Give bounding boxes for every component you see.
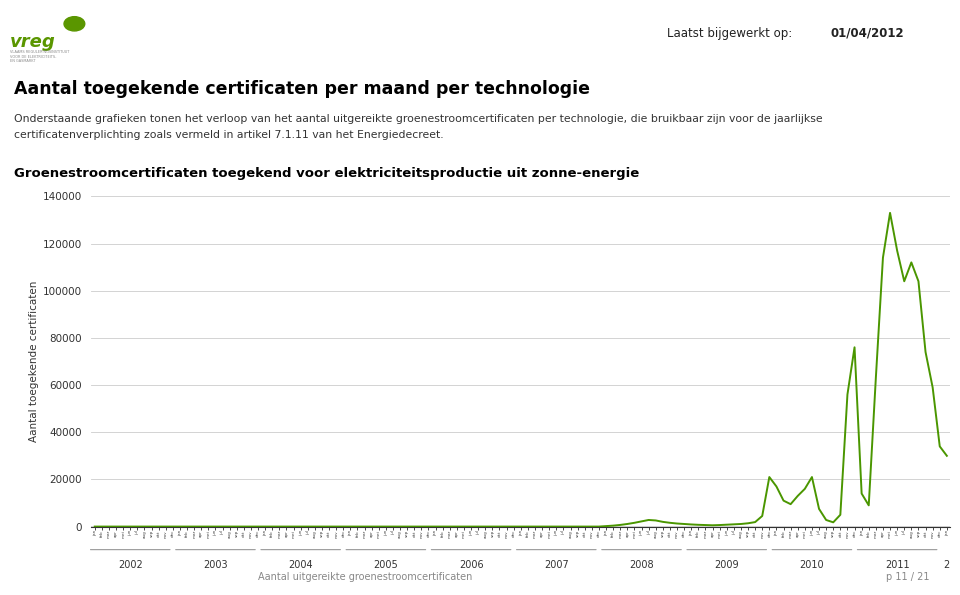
Text: 2010: 2010 xyxy=(800,559,825,569)
Circle shape xyxy=(64,17,84,31)
Text: 2005: 2005 xyxy=(373,559,398,569)
Text: 01/04/2012: 01/04/2012 xyxy=(830,27,904,40)
Text: 2009: 2009 xyxy=(714,559,739,569)
Text: 2004: 2004 xyxy=(288,559,313,569)
Text: Aantal toegekende certificaten per maand per technologie: Aantal toegekende certificaten per maand… xyxy=(14,80,590,98)
Text: certificatenverplichting zoals vermeld in artikel 7.1.11 van het Energiedecreet.: certificatenverplichting zoals vermeld i… xyxy=(14,130,444,140)
Text: 2007: 2007 xyxy=(544,559,568,569)
Text: Onderstaande grafieken tonen het verloop van het aantal uitgereikte groenestroom: Onderstaande grafieken tonen het verloop… xyxy=(14,114,823,124)
Text: 2006: 2006 xyxy=(459,559,484,569)
Text: 2003: 2003 xyxy=(204,559,228,569)
Text: 2: 2 xyxy=(944,559,950,569)
Text: 2011: 2011 xyxy=(885,559,909,569)
Y-axis label: Aantal toegekende certificaten: Aantal toegekende certificaten xyxy=(29,281,38,442)
Text: Aantal uitgereikte groenestroomcertificaten: Aantal uitgereikte groenestroomcertifica… xyxy=(257,572,472,582)
Text: p 11 / 21: p 11 / 21 xyxy=(886,572,929,582)
Text: Groenestroomcertificaten toegekend voor elektriciteitsproductie uit zonne-energi: Groenestroomcertificaten toegekend voor … xyxy=(14,167,639,180)
Text: vreg: vreg xyxy=(10,33,56,51)
Text: Laatst bijgewerkt op:: Laatst bijgewerkt op: xyxy=(667,27,792,40)
Text: 2002: 2002 xyxy=(118,559,143,569)
Text: VLAAMS REGULERINGSINSTITUUT
VOOR DE ELEKTRICITEITS-
EN GASMARKT: VLAAMS REGULERINGSINSTITUUT VOOR DE ELEK… xyxy=(10,50,69,63)
Text: 2008: 2008 xyxy=(629,559,654,569)
